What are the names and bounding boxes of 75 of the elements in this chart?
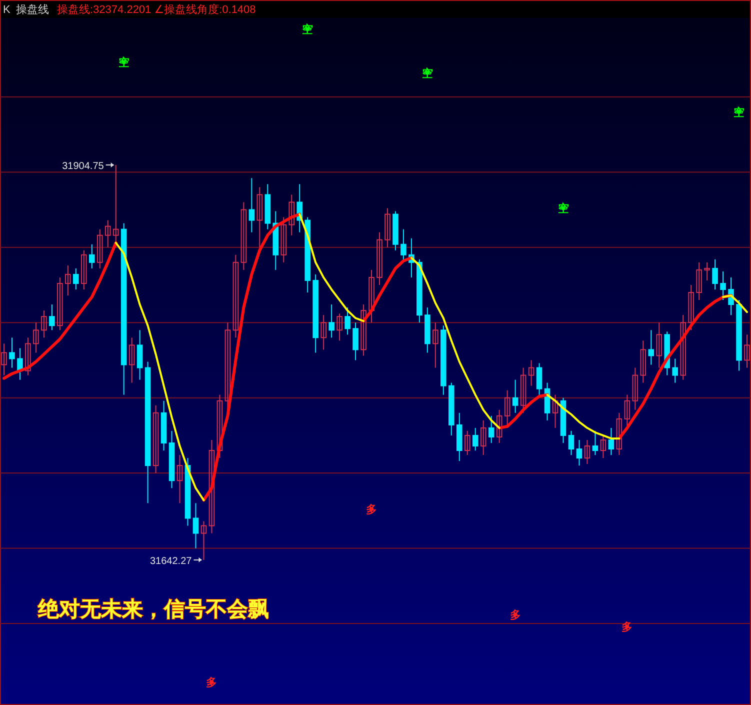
candlestick [320,314,326,350]
candlestick [248,178,255,233]
candlestick [696,262,702,301]
chart-title: 操盘线 [16,3,49,16]
candlestick [73,268,79,290]
candlestick [208,439,215,534]
candlestick [704,262,710,281]
candlestick [49,304,55,331]
candlestick [720,270,726,301]
candlestick [80,250,87,290]
candlestick [600,434,606,459]
candlestick [552,394,558,428]
candlestick [568,430,574,456]
candlestick [648,330,654,366]
candlestick [712,258,718,290]
candlestick [632,367,638,410]
candlestick [368,269,374,324]
candlestick [88,244,95,269]
candlestick [624,394,630,428]
candlestick [256,186,263,248]
candlestick [216,394,223,459]
candlestick [1,343,7,376]
candlestick [480,420,486,456]
candlestick [9,337,15,368]
candlestick [384,208,390,248]
candlestick [104,220,111,248]
candlestick [504,390,510,426]
text: K [3,4,11,16]
candlestick [520,367,526,414]
candlestick [25,337,31,376]
candlestick [472,427,478,451]
annotation: 31904.75 [62,160,104,172]
candlestick [41,310,47,338]
candlestick [192,502,199,549]
candlestick [17,348,23,380]
candlestick [96,228,103,269]
candlestick [432,322,438,368]
candlestick [176,454,183,504]
candlestick [33,322,39,354]
candlestick [128,337,135,384]
chart-subtitle: 操盘线:32374.2201 ∠操盘线角度:0.1408 [57,3,256,16]
candlestick [528,360,534,386]
candlestick [57,276,63,331]
candlestick [496,409,502,444]
candlestick [344,307,350,336]
candlestick [536,362,542,396]
candlestick [328,304,334,338]
candlestick [512,379,518,414]
candlestick [744,334,750,368]
candlestick [280,216,287,263]
candlestick [65,264,71,296]
candlestick [136,330,143,380]
candlestick [576,439,582,466]
candlestick [616,412,622,456]
candlestick [376,232,382,286]
candlestick [352,322,358,361]
annotation: 绝对无未来，信号不会飘 [37,598,269,621]
candlestick [288,194,295,236]
candlestick [360,304,366,356]
candlestick [688,284,694,331]
candlestick [672,358,678,384]
candlestick [584,439,590,465]
candlestick [224,322,231,410]
candlestick [640,340,646,384]
candlestick [656,322,662,368]
candlestick [608,427,614,456]
candlestick [232,254,239,338]
candlestick [336,313,342,342]
candlestick [464,430,470,456]
candlestick [488,415,494,444]
candlestick [152,404,159,474]
candlestick [240,202,247,270]
candlestick [680,314,686,380]
candlestick [592,430,598,456]
annotation: 31642.27 [150,556,192,567]
